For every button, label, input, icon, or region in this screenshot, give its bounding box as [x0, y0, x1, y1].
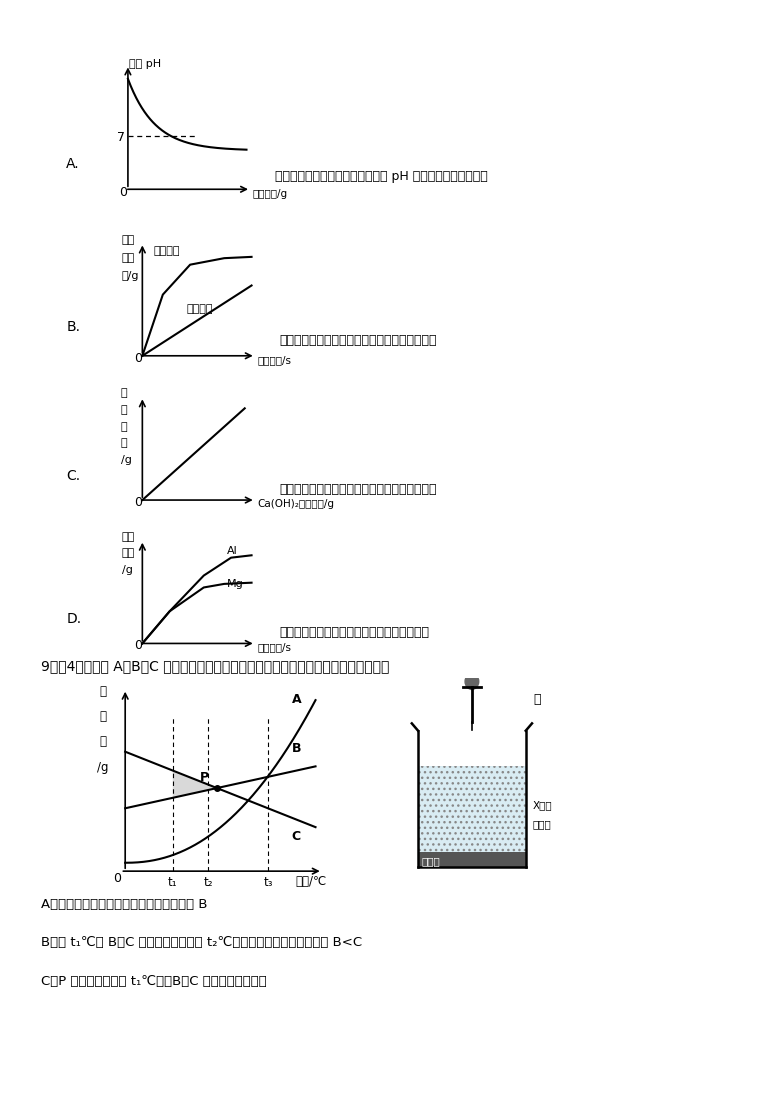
Text: 向氢氧化钠溶液中不断加水，溶液 pH 与加入水的质量的关系: 向氢氧化钠溶液中不断加水，溶液 pH 与加入水的质量的关系: [275, 170, 488, 183]
Text: C.: C.: [66, 469, 80, 483]
Text: 无催化剂: 无催化剂: [186, 303, 212, 313]
Text: 溶: 溶: [99, 685, 106, 698]
Text: 液: 液: [121, 405, 127, 415]
Text: t₃: t₃: [263, 876, 273, 889]
Text: 质量: 质量: [122, 548, 135, 558]
Text: 0: 0: [113, 871, 121, 885]
Text: C: C: [292, 829, 301, 843]
Text: Ca(OH)₂溶液质量/g: Ca(OH)₂溶液质量/g: [257, 499, 334, 508]
Text: B．将 t₁℃时 B、C 的饱和溶液升温至 t₂℃，所得溶液溶质的质量分数 B<C: B．将 t₁℃时 B、C 的饱和溶液升温至 t₂℃，所得溶液溶质的质量分数 B<…: [41, 936, 362, 950]
Text: C．P 点表示的含义为 t₁℃时，B、C 物质的溶解度相等: C．P 点表示的含义为 t₁℃时，B、C 物质的溶解度相等: [41, 975, 266, 988]
Text: /g: /g: [97, 761, 108, 773]
Text: 7: 7: [117, 130, 126, 143]
Text: A.: A.: [66, 157, 80, 171]
Text: X的饱: X的饱: [533, 801, 552, 811]
Text: 解: 解: [99, 710, 106, 724]
Text: 温度/℃: 温度/℃: [295, 875, 326, 888]
Text: 和溶液: 和溶液: [533, 820, 551, 829]
Circle shape: [465, 674, 479, 689]
Text: 向一定量的稀盐酸中，加入足量的氢氧化钙溶液: 向一定量的稀盐酸中，加入足量的氢氧化钙溶液: [279, 483, 437, 496]
Text: 向等质量等浓度的稀硫酸中加入足量的镁、铝: 向等质量等浓度的稀硫酸中加入足量的镁、铝: [279, 627, 429, 640]
Text: 气体: 气体: [122, 532, 135, 542]
Text: t₂: t₂: [204, 876, 213, 889]
Text: t₁: t₁: [168, 876, 178, 889]
Text: 反应时间/s: 反应时间/s: [257, 642, 291, 652]
Text: Mg: Mg: [227, 579, 243, 589]
Text: 质: 质: [121, 421, 127, 431]
Text: 水的质量/g: 水的质量/g: [253, 189, 288, 200]
Text: A: A: [292, 694, 301, 707]
Text: Al: Al: [227, 546, 238, 556]
Text: 度: 度: [99, 736, 106, 749]
Text: 的质: 的质: [122, 253, 135, 263]
Text: 水: 水: [533, 694, 541, 707]
Text: B.: B.: [66, 320, 80, 334]
Text: 0: 0: [119, 186, 127, 200]
Text: 气体: 气体: [122, 235, 135, 245]
Text: 溶: 溶: [121, 388, 127, 398]
Text: 9．（4分）已知 A、B、C 三种物质的溶解度曲线如图所示，下列说法错误的是（　　）: 9．（4分）已知 A、B、C 三种物质的溶解度曲线如图所示，下列说法错误的是（ …: [41, 660, 389, 674]
Text: 用等质量、等质量分数的过氧化氢溶液制取氧气: 用等质量、等质量分数的过氧化氢溶液制取氧气: [279, 334, 437, 347]
Polygon shape: [173, 771, 217, 797]
Text: 氧化钙: 氧化钙: [422, 856, 441, 866]
Text: A．在阴影区域部分，处于不饱和状态的是 B: A．在阴影区域部分，处于不饱和状态的是 B: [41, 898, 207, 911]
Bar: [418, 853, 526, 867]
Text: P: P: [200, 771, 209, 784]
Text: 0: 0: [134, 352, 142, 365]
Text: 0: 0: [134, 640, 142, 652]
Text: 量/g: 量/g: [122, 271, 140, 281]
Text: 有催化剂: 有催化剂: [153, 246, 179, 256]
Text: D.: D.: [66, 612, 81, 627]
Text: 量: 量: [121, 439, 127, 449]
Text: 0: 0: [134, 496, 142, 508]
Text: 溶液 pH: 溶液 pH: [129, 60, 161, 69]
Text: /g: /g: [121, 456, 131, 465]
Text: B: B: [292, 741, 301, 754]
Bar: [418, 767, 526, 853]
Text: 反应时间/s: 反应时间/s: [257, 355, 291, 365]
Bar: [418, 767, 526, 867]
Text: /g: /g: [122, 565, 133, 575]
